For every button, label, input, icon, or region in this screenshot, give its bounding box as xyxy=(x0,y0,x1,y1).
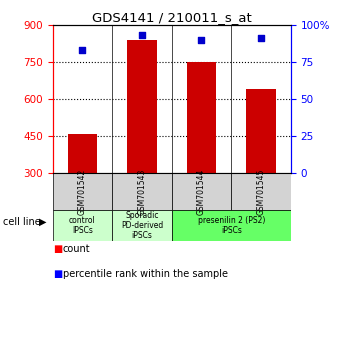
Text: cell line: cell line xyxy=(3,217,41,227)
Text: count: count xyxy=(63,244,90,254)
Bar xyxy=(172,210,291,241)
Bar xyxy=(53,210,112,241)
Bar xyxy=(187,62,216,173)
Point xyxy=(199,37,204,42)
Point xyxy=(258,35,264,41)
Text: GSM701543: GSM701543 xyxy=(137,169,147,215)
Bar xyxy=(246,89,276,173)
Text: Sporadic
PD-derived
iPSCs: Sporadic PD-derived iPSCs xyxy=(121,211,163,240)
Text: ■: ■ xyxy=(53,269,62,279)
Text: GSM701542: GSM701542 xyxy=(78,169,87,215)
Point xyxy=(80,47,85,53)
Text: percentile rank within the sample: percentile rank within the sample xyxy=(63,269,228,279)
Bar xyxy=(53,173,112,210)
Text: control
IPSCs: control IPSCs xyxy=(69,216,96,235)
Text: GSM701545: GSM701545 xyxy=(256,169,266,215)
Text: GSM701544: GSM701544 xyxy=(197,169,206,215)
Bar xyxy=(127,40,157,173)
Text: presenilin 2 (PS2)
iPSCs: presenilin 2 (PS2) iPSCs xyxy=(198,216,265,235)
Bar xyxy=(112,210,172,241)
Bar xyxy=(112,173,172,210)
Text: ▶: ▶ xyxy=(39,217,47,227)
Point xyxy=(139,32,145,38)
Bar xyxy=(68,134,97,173)
Bar xyxy=(172,173,231,210)
Bar xyxy=(231,173,291,210)
Title: GDS4141 / 210011_s_at: GDS4141 / 210011_s_at xyxy=(92,11,252,24)
Text: ■: ■ xyxy=(53,244,62,254)
